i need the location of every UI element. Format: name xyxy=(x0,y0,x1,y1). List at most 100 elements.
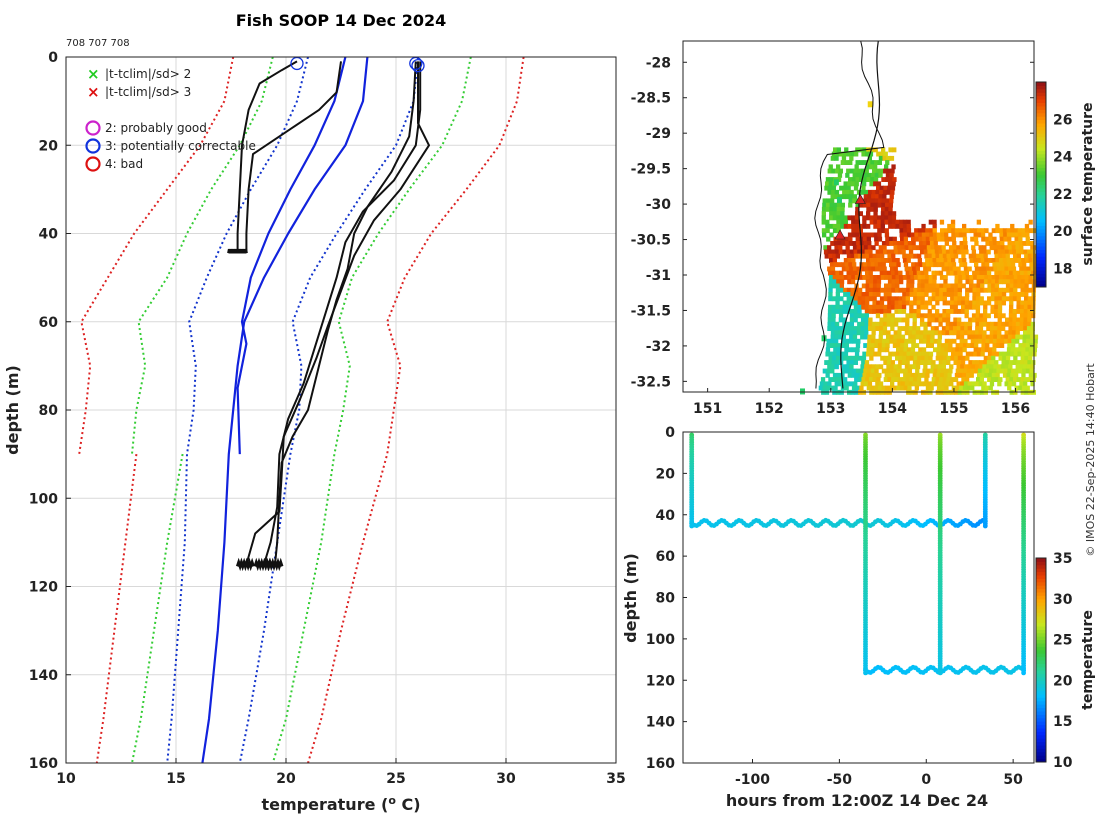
sst-cell xyxy=(822,368,827,374)
sst-cell xyxy=(993,266,998,272)
sst-cell xyxy=(833,202,838,208)
sst-cell xyxy=(850,253,855,259)
sst-cell xyxy=(836,279,841,285)
sst-cell xyxy=(830,194,835,200)
sst-cell xyxy=(925,275,930,280)
sst-cell xyxy=(855,347,860,353)
sst-cell xyxy=(889,262,894,268)
sst-cell xyxy=(844,368,850,374)
sst-cell xyxy=(903,228,908,234)
sst-cell xyxy=(936,236,942,242)
sst-cell xyxy=(900,343,905,348)
sst-cell xyxy=(891,219,897,225)
sst-cell xyxy=(891,253,896,259)
coastline-path xyxy=(814,40,885,389)
sst-cell xyxy=(887,185,892,191)
sst-cell xyxy=(872,292,877,297)
sst-cell xyxy=(988,232,993,238)
sst-cell xyxy=(994,292,999,297)
sst-cell xyxy=(979,300,984,306)
sst-cell xyxy=(1003,262,1008,268)
sst-cell xyxy=(947,258,952,263)
sst-cell xyxy=(975,326,980,331)
sst-cell xyxy=(998,296,1003,302)
sst-cell xyxy=(873,181,878,187)
sst-cell xyxy=(890,364,895,370)
sst-cell xyxy=(874,241,879,246)
sst-cell xyxy=(880,215,885,221)
sst-cell xyxy=(935,377,940,382)
sst-cell xyxy=(892,372,897,378)
sst-cell xyxy=(836,219,841,225)
sst-cell xyxy=(979,313,984,319)
colorbar-segment xyxy=(1036,153,1046,158)
sst-cell xyxy=(918,232,923,238)
sst-cell xyxy=(1006,228,1011,234)
sst-cell xyxy=(976,275,982,280)
colorbar-segment xyxy=(1036,632,1046,637)
sst-cell xyxy=(851,215,856,221)
sst-cell xyxy=(916,313,921,319)
sst-cell xyxy=(835,249,840,255)
depth-tick-label: 20 xyxy=(656,466,676,482)
sst-cell xyxy=(891,351,897,357)
sst-cell xyxy=(992,343,997,348)
sst-cell xyxy=(966,368,972,374)
sst-cell xyxy=(889,368,894,374)
sst-cell xyxy=(924,279,930,285)
sst-cell xyxy=(849,381,854,387)
sst-cell xyxy=(899,232,904,238)
sst-cell xyxy=(867,155,872,161)
sst-cell xyxy=(921,223,926,229)
sst-cell xyxy=(901,326,906,331)
sst-cell xyxy=(976,283,981,289)
sst-cell xyxy=(896,368,901,374)
sst-cell xyxy=(918,262,923,268)
sst-cell xyxy=(924,304,929,310)
sst-cell xyxy=(962,236,968,242)
sst-cell xyxy=(928,283,933,289)
sst-cell xyxy=(956,249,962,255)
sst-cell xyxy=(874,172,879,178)
sst-cell xyxy=(1023,321,1028,327)
sst-cell xyxy=(830,155,835,161)
sst-cell xyxy=(827,189,832,195)
sst-cell xyxy=(843,219,848,225)
sst-cell xyxy=(989,241,994,246)
sst-cell xyxy=(869,258,874,263)
sst-cell xyxy=(884,211,889,217)
sst-cell xyxy=(921,232,927,238)
sst-cell xyxy=(1028,279,1033,285)
sst-cell xyxy=(923,313,929,319)
sst-cell xyxy=(878,198,883,204)
sst-cell xyxy=(859,368,864,374)
sst-cell xyxy=(1000,338,1005,344)
sst-cell xyxy=(935,309,940,314)
sst-cell xyxy=(849,249,855,255)
sst-cell xyxy=(932,279,937,285)
sst-cell xyxy=(870,160,875,165)
sst-cell xyxy=(906,372,912,378)
sst-cell xyxy=(937,262,942,268)
sst-cell xyxy=(834,189,840,195)
sst-cell xyxy=(894,321,899,327)
sst-cell xyxy=(825,223,830,229)
sst-cell xyxy=(886,364,891,370)
sst-cell xyxy=(897,364,902,370)
sst-cell xyxy=(861,360,866,365)
sst-cell xyxy=(1009,287,1014,293)
sst-cell xyxy=(944,232,949,238)
sst-cell xyxy=(887,287,892,293)
sst-cell xyxy=(984,228,989,234)
sst-cell xyxy=(888,351,893,357)
sst-cell xyxy=(866,202,871,208)
sst-cell xyxy=(955,385,960,391)
sst-cell xyxy=(942,309,947,314)
sst-cell xyxy=(994,283,1000,289)
sst-cell xyxy=(874,368,879,374)
sst-cell xyxy=(888,177,893,182)
ship-track xyxy=(834,193,866,240)
sst-cell xyxy=(997,249,1002,255)
colorbar-segment xyxy=(1036,215,1046,220)
sst-cell xyxy=(985,241,990,246)
